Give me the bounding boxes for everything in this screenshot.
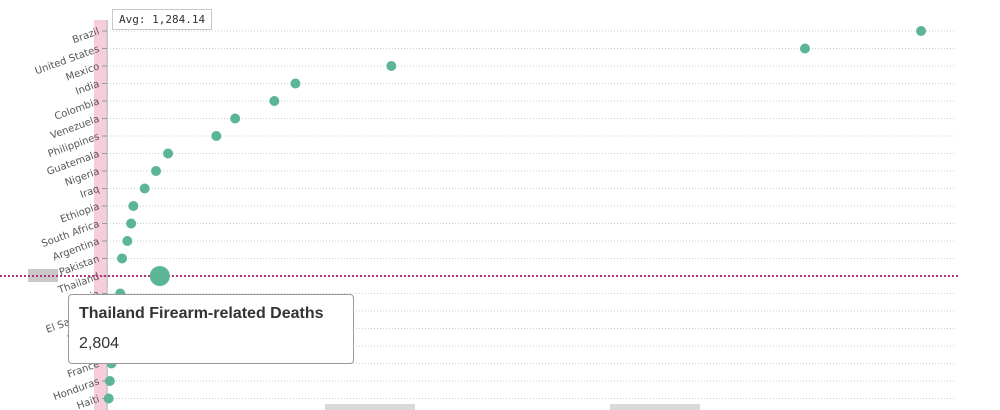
- data-point[interactable]: [916, 26, 927, 36]
- scrollbar-fragment: [325, 404, 415, 410]
- average-label: Avg: 1,284.14: [112, 9, 213, 30]
- data-point[interactable]: [799, 43, 810, 54]
- data-point[interactable]: [122, 236, 133, 246]
- data-point[interactable]: [211, 131, 222, 141]
- data-point[interactable]: [117, 253, 128, 264]
- data-point[interactable]: [269, 96, 280, 106]
- tick-label-highlight: [28, 269, 58, 282]
- data-point[interactable]: [230, 113, 241, 124]
- tooltip-title: Thailand Firearm-related Deaths: [79, 305, 324, 322]
- data-point[interactable]: [104, 376, 115, 386]
- tooltip: Thailand Firearm-related Deaths 2,804: [68, 294, 354, 364]
- tooltip-value: 2,804: [79, 335, 120, 352]
- data-point[interactable]: [149, 266, 170, 286]
- data-point[interactable]: [163, 148, 174, 159]
- data-point[interactable]: [128, 201, 139, 211]
- data-point[interactable]: [150, 166, 161, 176]
- data-point[interactable]: [103, 393, 114, 404]
- data-point[interactable]: [139, 183, 150, 194]
- scrollbar-fragment: [610, 404, 700, 410]
- data-point[interactable]: [290, 78, 301, 89]
- data-point[interactable]: [386, 61, 397, 71]
- data-point[interactable]: [126, 218, 137, 229]
